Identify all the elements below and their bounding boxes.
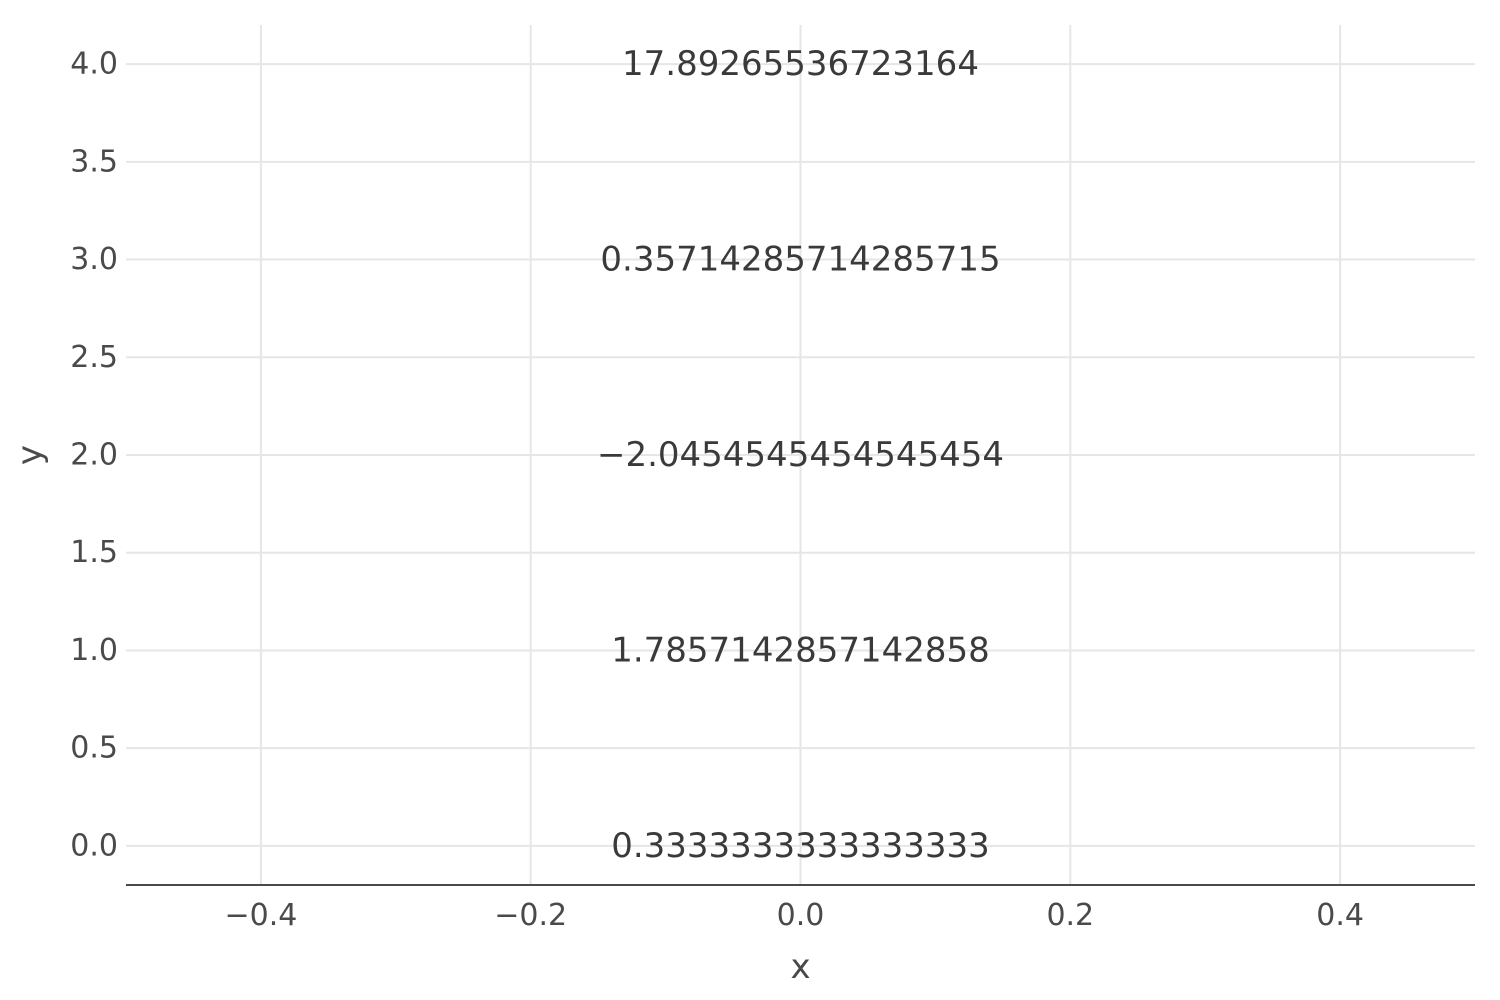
data-point-label: 1.7857142857142858 — [611, 630, 990, 670]
x-tick-label: 0.0 — [777, 898, 825, 933]
x-tick-label: 0.4 — [1316, 898, 1364, 933]
x-tick-labels: −0.4 −0.2 0.0 0.2 0.4 — [224, 898, 1363, 933]
y-tick-label: 1.0 — [70, 633, 118, 668]
grid-layer — [126, 25, 1475, 885]
y-tick-label: 4.0 — [70, 47, 118, 82]
y-tick-labels: 0.0 0.5 1.0 1.5 2.0 2.5 3.0 3.5 4.0 — [70, 47, 118, 864]
y-tick-label: 0.5 — [70, 731, 118, 766]
y-tick-label: 0.0 — [70, 828, 118, 863]
x-tick-label: 0.2 — [1046, 898, 1094, 933]
data-point-label: −2.0454545454545454 — [597, 435, 1004, 475]
x-tick-label: −0.4 — [224, 898, 297, 933]
y-tick-label: 3.0 — [70, 242, 118, 277]
x-axis-title: x — [790, 947, 810, 987]
y-tick-label: 3.5 — [70, 144, 118, 179]
data-point-label: 0.3333333333333333 — [611, 826, 990, 866]
y-tick-label: 1.5 — [70, 535, 118, 570]
y-axis-title: y — [10, 445, 50, 465]
data-point-label: 17.89265536723164 — [622, 44, 979, 84]
y-tick-label: 2.0 — [70, 438, 118, 473]
data-point-label: 0.35714285714285715 — [600, 240, 1000, 280]
y-tick-label: 2.5 — [70, 340, 118, 375]
x-tick-label: −0.2 — [494, 898, 567, 933]
data-labels: 0.3333333333333333 1.7857142857142858 −2.0… — [597, 44, 1004, 866]
